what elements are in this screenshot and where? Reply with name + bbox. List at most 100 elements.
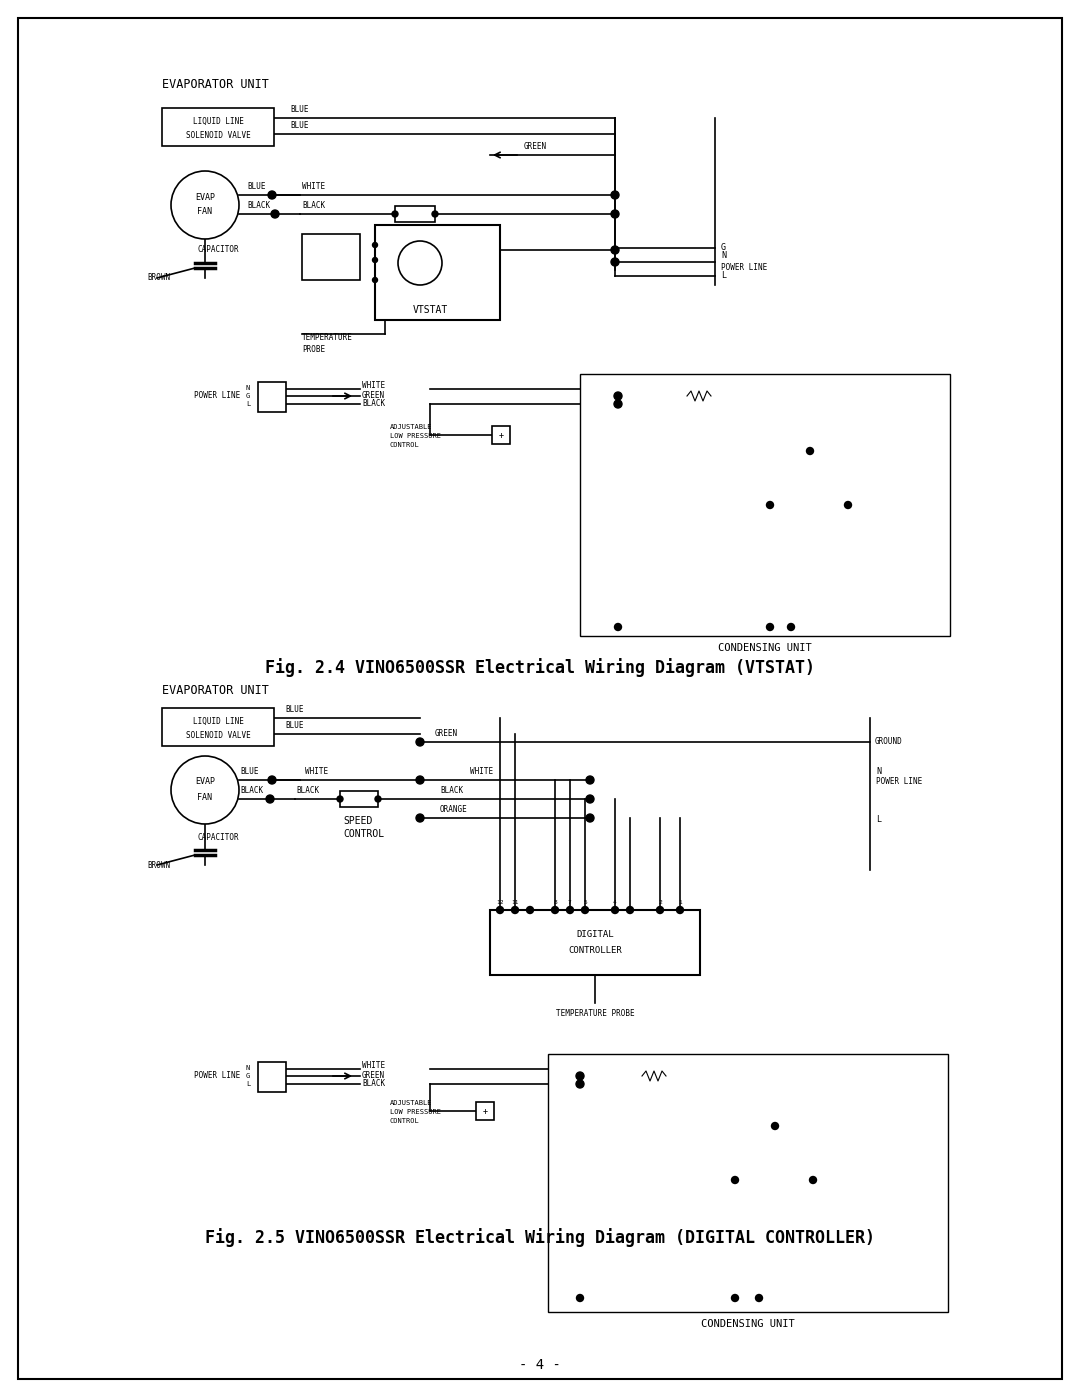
Text: CONDENSING UNIT: CONDENSING UNIT bbox=[701, 1319, 795, 1329]
Circle shape bbox=[626, 907, 634, 914]
Circle shape bbox=[767, 502, 773, 509]
Text: BLUE: BLUE bbox=[240, 767, 258, 775]
Bar bbox=[490, 909, 700, 975]
Text: THERMAL PROTECTOR: THERMAL PROTECTOR bbox=[701, 393, 773, 400]
Text: CONTROL: CONTROL bbox=[343, 828, 384, 840]
Circle shape bbox=[611, 246, 619, 254]
Text: 1: 1 bbox=[678, 900, 681, 905]
Circle shape bbox=[399, 242, 442, 285]
Text: WHITE: WHITE bbox=[362, 381, 386, 391]
Text: EVAPORATOR UNIT: EVAPORATOR UNIT bbox=[162, 683, 269, 697]
Circle shape bbox=[597, 1134, 649, 1186]
Text: +: + bbox=[483, 1106, 487, 1115]
Text: CAPACITOR: CAPACITOR bbox=[734, 604, 777, 612]
Circle shape bbox=[392, 211, 399, 217]
Text: G: G bbox=[721, 243, 726, 253]
Circle shape bbox=[416, 738, 424, 746]
Text: LIQUID LINE: LIQUID LINE bbox=[192, 116, 243, 126]
Text: LOW PRESSURE: LOW PRESSURE bbox=[390, 433, 441, 439]
Bar bbox=[162, 708, 274, 746]
Text: GREEN: GREEN bbox=[362, 1070, 386, 1080]
Text: PROBE: PROBE bbox=[302, 345, 325, 355]
Circle shape bbox=[432, 211, 438, 217]
Text: BLACK: BLACK bbox=[247, 201, 270, 210]
Text: ADJUSTABLE: ADJUSTABLE bbox=[390, 1099, 432, 1106]
Text: - 4 -: - 4 - bbox=[519, 1358, 561, 1372]
Circle shape bbox=[615, 623, 621, 630]
Text: R: R bbox=[816, 1178, 822, 1186]
Text: CONTROL: CONTROL bbox=[390, 1118, 420, 1125]
Circle shape bbox=[611, 258, 619, 265]
Text: 8: 8 bbox=[553, 900, 557, 905]
Text: WHITE: WHITE bbox=[470, 767, 494, 775]
Text: BROWN: BROWN bbox=[147, 274, 171, 282]
Bar bbox=[395, 205, 435, 222]
Text: N: N bbox=[876, 767, 881, 777]
Text: TEMPERATURE: TEMPERATURE bbox=[302, 334, 353, 342]
Ellipse shape bbox=[750, 420, 870, 550]
Circle shape bbox=[807, 447, 813, 454]
Circle shape bbox=[787, 623, 795, 630]
Text: L: L bbox=[246, 1081, 251, 1087]
Text: 4: 4 bbox=[613, 900, 617, 905]
Text: WHITE: WHITE bbox=[305, 767, 328, 775]
Text: SPEED: SPEED bbox=[343, 816, 373, 826]
Circle shape bbox=[416, 775, 424, 784]
Bar bbox=[375, 225, 500, 320]
Text: CAPACITOR: CAPACITOR bbox=[197, 834, 239, 842]
Text: CAPACITOR: CAPACITOR bbox=[197, 246, 239, 254]
Text: N: N bbox=[246, 1065, 251, 1071]
Text: S: S bbox=[760, 504, 766, 514]
Circle shape bbox=[767, 623, 773, 630]
Text: BLACK: BLACK bbox=[296, 787, 319, 795]
Text: BLUE: BLUE bbox=[291, 122, 309, 130]
Text: CONTROL: CONTROL bbox=[390, 441, 420, 448]
Ellipse shape bbox=[717, 1098, 833, 1222]
Text: 5: 5 bbox=[583, 900, 586, 905]
Text: L: L bbox=[721, 271, 726, 281]
Text: GREEN: GREEN bbox=[435, 729, 458, 738]
Text: BROWN: BROWN bbox=[147, 861, 171, 869]
Text: C: C bbox=[808, 440, 812, 450]
Circle shape bbox=[268, 775, 276, 784]
Circle shape bbox=[171, 170, 239, 239]
Text: 12: 12 bbox=[496, 900, 503, 905]
Text: ORANGE: ORANGE bbox=[440, 805, 468, 814]
Text: WHITE: WHITE bbox=[302, 182, 325, 191]
Circle shape bbox=[611, 191, 619, 198]
Text: POWER LINE: POWER LINE bbox=[721, 263, 767, 271]
Circle shape bbox=[567, 1134, 619, 1186]
Circle shape bbox=[416, 814, 424, 821]
Text: CAPACITOR: CAPACITOR bbox=[702, 1274, 744, 1284]
Text: Fig. 2.5 VINO6500SSR Electrical Wiring Diagram (DIGITAL CONTROLLER): Fig. 2.5 VINO6500SSR Electrical Wiring D… bbox=[205, 1228, 875, 1248]
Text: RELAY: RELAY bbox=[720, 1238, 744, 1246]
Text: SOLENOID VALVE: SOLENOID VALVE bbox=[186, 130, 251, 140]
Circle shape bbox=[497, 907, 503, 914]
Text: BLACK: BLACK bbox=[362, 400, 386, 408]
Circle shape bbox=[373, 278, 378, 282]
Text: BLUE: BLUE bbox=[286, 705, 305, 714]
Circle shape bbox=[615, 400, 622, 408]
Text: COND FAN: COND FAN bbox=[590, 1189, 626, 1199]
Circle shape bbox=[527, 907, 534, 914]
Text: POWER LINE: POWER LINE bbox=[193, 391, 240, 401]
Circle shape bbox=[171, 756, 239, 824]
Text: G: G bbox=[246, 1073, 251, 1078]
Circle shape bbox=[586, 795, 594, 803]
Text: L: L bbox=[246, 401, 251, 407]
Text: CONTROLLER: CONTROLLER bbox=[568, 946, 622, 956]
Text: DIGITAL: DIGITAL bbox=[577, 930, 613, 939]
Text: BLUE: BLUE bbox=[291, 105, 309, 115]
Circle shape bbox=[657, 907, 663, 914]
Text: +: + bbox=[499, 430, 503, 440]
Text: POWER LINE: POWER LINE bbox=[193, 1071, 240, 1080]
Text: SOLENOID VALVE: SOLENOID VALVE bbox=[186, 731, 251, 739]
Circle shape bbox=[271, 210, 279, 218]
Bar bbox=[640, 1067, 669, 1084]
Text: S: S bbox=[727, 1178, 731, 1186]
Text: GREEN: GREEN bbox=[362, 391, 386, 400]
Circle shape bbox=[577, 1295, 583, 1302]
Circle shape bbox=[268, 191, 276, 198]
Bar bbox=[258, 381, 286, 412]
Text: VTSTAT: VTSTAT bbox=[413, 305, 447, 314]
